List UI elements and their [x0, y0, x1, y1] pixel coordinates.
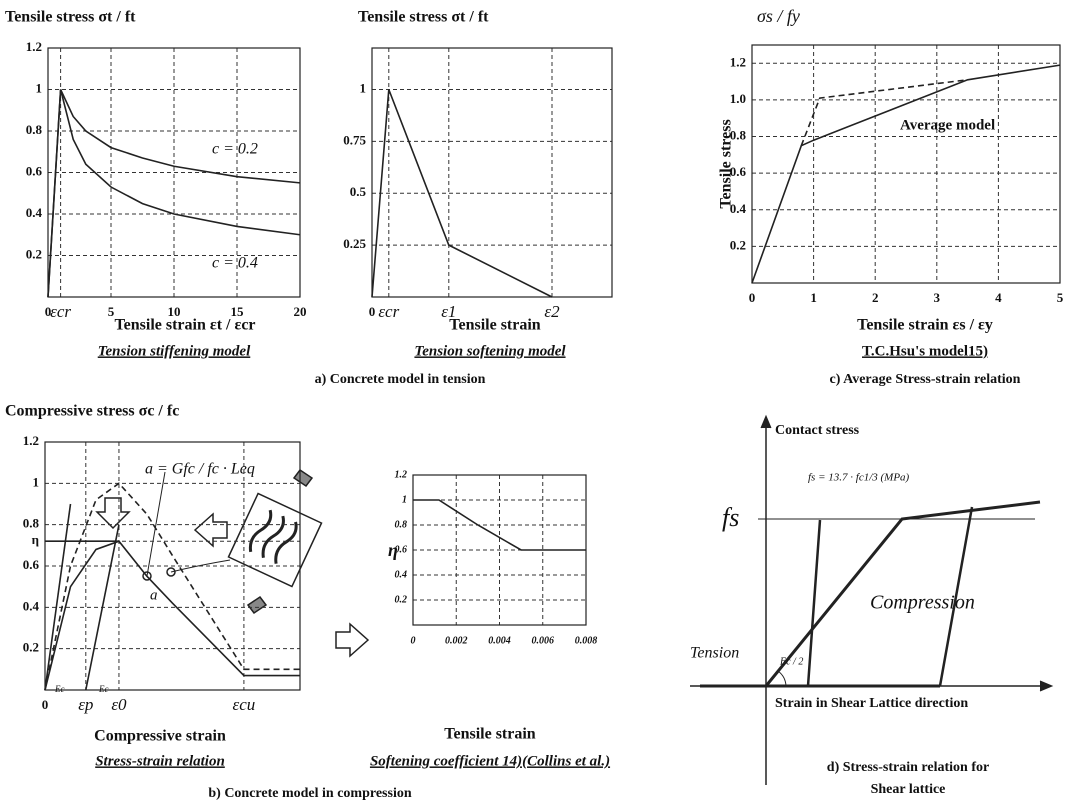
chart-title: Tension softening model — [414, 343, 566, 359]
x-tick-label: 0 — [749, 290, 756, 305]
x-axis-label: Compressive strain — [94, 728, 226, 745]
y-tick-label: 0.25 — [343, 236, 366, 251]
series-line — [45, 504, 71, 690]
x-tick-label: ε2 — [544, 302, 560, 321]
x-axis-label: Tensile strain εt / εcr — [114, 317, 255, 334]
x-tick-label: 20 — [294, 304, 307, 319]
formula: fs = 13.7 · fc1/3 (MPa) — [808, 472, 910, 484]
y-tick-label: 1.2 — [23, 433, 39, 448]
x-tick-label: εcr — [378, 302, 399, 321]
annotation: Average model — [900, 117, 995, 133]
x-tick-label: εcu — [233, 695, 256, 714]
icons — [97, 470, 368, 656]
x-tick-label: 2 — [872, 290, 879, 305]
y-axis-label: η — [388, 540, 398, 560]
y-tick-label: 0.2 — [395, 594, 408, 605]
chart-title: T.C.Hsu's model15) — [862, 343, 988, 359]
figure: a) Concrete model in tension c) Average … — [0, 0, 1080, 804]
x-tick-label: 0 — [369, 304, 376, 319]
y-tick-label: 1 — [402, 494, 407, 505]
annotation: Ec — [54, 684, 65, 694]
label: Ec / 2 — [779, 656, 803, 667]
annotation: c = 0.4 — [212, 255, 258, 272]
y-tick-label: 1.0 — [730, 91, 746, 106]
y-tick-label: 0.75 — [343, 132, 366, 147]
y-tick-label: 1 — [360, 80, 367, 95]
x-tick-label: 1 — [810, 290, 817, 305]
chart-title: Stress-strain relation — [95, 753, 225, 769]
annotation: a = Gfc / fc · Leq — [145, 461, 255, 478]
caption: c) Average Stress-strain relation — [830, 372, 1021, 387]
y-tick-label: 1 — [33, 474, 40, 489]
axis-label: Strain in Shear Lattice direction — [775, 696, 968, 711]
y-axis-label: Compressive stress σc / fc — [5, 403, 179, 420]
series-line — [372, 90, 552, 298]
y-axis-label: Tensile stress σt / ft — [358, 9, 489, 26]
y-tick-label: 1.2 — [395, 469, 408, 480]
y-tick-label: 0.5 — [350, 184, 367, 199]
y-tick-label: 0.8 — [26, 122, 43, 137]
caption: b) Concrete model in compression — [208, 786, 411, 801]
label: fs — [722, 503, 739, 532]
y-tick-label: η — [32, 532, 39, 547]
x-tick-label: 0 — [42, 697, 49, 712]
x-tick-label: 0 — [411, 635, 416, 646]
x-tick-label: 0.008 — [575, 635, 598, 646]
y-tick-label: 0.6 — [23, 557, 40, 572]
x-axis-label: Tensile strain — [449, 317, 541, 334]
x-tick-label: εp — [78, 695, 93, 714]
plot-frame — [372, 48, 612, 297]
x-axis-label: Tensile strain εs / εy — [857, 317, 993, 334]
x-tick-label: εcr — [50, 302, 71, 321]
axis-label: Contact stress — [775, 423, 860, 438]
y-tick-label: 0.4 — [395, 569, 408, 580]
y-tick-label: 0.2 — [26, 246, 42, 261]
x-tick-label: ε0 — [111, 695, 127, 714]
annotation: c = 0.2 — [212, 141, 258, 158]
label: Compression — [870, 592, 975, 614]
y-tick-label: 0.4 — [26, 205, 43, 220]
x-tick-label: 4 — [995, 290, 1002, 305]
y-tick-label: 1 — [36, 80, 43, 95]
chart-title: Softening coefficient 14)(Collins et al.… — [370, 753, 610, 769]
series-line — [752, 65, 1060, 283]
annotation: σs / fy — [757, 6, 800, 26]
y-axis-label: Tensile stress σt / ft — [5, 9, 136, 26]
caption: Shear lattice — [871, 782, 946, 797]
y-tick-label: 0.2 — [23, 640, 39, 655]
annotation: Ec — [98, 684, 109, 694]
y-tick-label: 0.8 — [395, 519, 408, 530]
y-tick-label: 1.2 — [730, 54, 746, 69]
x-tick-label: 0.002 — [445, 635, 468, 646]
caption: a) Concrete model in tension — [315, 372, 486, 387]
plot-frame — [752, 45, 1060, 283]
x-tick-label: 0.004 — [488, 635, 511, 646]
y-tick-label: 0.8 — [23, 516, 40, 531]
annotation: a — [150, 587, 158, 603]
y-tick-label: 1.2 — [26, 39, 42, 54]
chart-title: Tension stiffening model — [98, 343, 251, 359]
x-tick-label: 3 — [934, 290, 941, 305]
caption: d) Stress-strain relation for — [827, 760, 989, 775]
y-tick-label: 0.2 — [730, 237, 746, 252]
y-tick-label: 0.4 — [23, 598, 40, 613]
y-axis-label: Tensile stress — [718, 119, 735, 208]
x-tick-label: 5 — [1057, 290, 1064, 305]
y-tick-label: 0.6 — [26, 163, 43, 178]
label: Tension — [690, 645, 739, 662]
x-tick-label: 0.006 — [532, 635, 555, 646]
x-axis-label: Tensile strain — [444, 726, 536, 743]
